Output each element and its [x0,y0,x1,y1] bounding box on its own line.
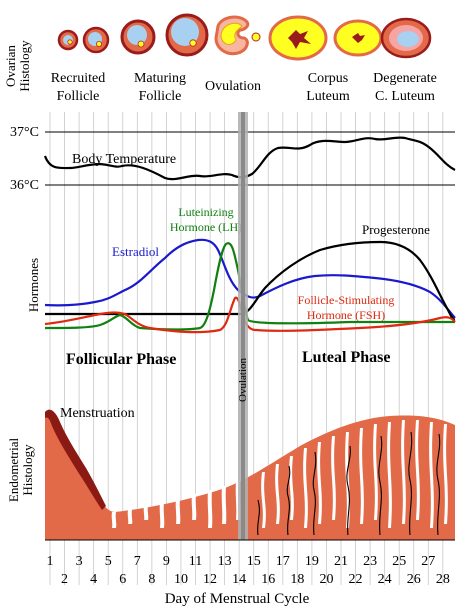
estradiol-curve [44,238,456,319]
stage-label-recruited-2: Follicle [57,89,100,104]
day-label-even: 16 [261,572,275,587]
endometrial-gland [175,498,181,524]
menstruation-label: Menstruation [60,406,135,421]
tick-37c: 37°C [10,125,39,140]
day-label-odd: 17 [276,554,290,569]
endometrial-gland [111,512,117,528]
day-label-even: 2 [61,572,68,587]
endometrial-gland [261,472,266,528]
day-label-even: 20 [319,572,333,587]
menstrual-shedding-edge [45,409,106,510]
endometrial-histology-panel: Endometrial Histology Menstruation [6,406,455,540]
day-label-odd: 7 [134,554,141,569]
stage-label-corpus-1: Corpus [308,71,348,86]
endometrial-gland [443,424,448,524]
day-label-odd: 21 [334,554,348,569]
day-label-odd: 11 [189,554,202,569]
day-label-odd: 25 [392,554,406,569]
stage-label-ovulation: Ovulation [205,79,261,94]
endometrial-glands [111,420,448,528]
endometrial-gland [331,436,336,520]
progesterone-label: Progesterone [362,222,430,237]
lh-label-line1: Luteinizing [178,205,233,219]
degenerate-corpus-luteum-image [380,17,432,59]
day-label-even: 8 [148,572,155,587]
day-label-even: 12 [203,572,217,587]
day-label-odd: 3 [76,554,83,569]
day-label-odd: 13 [218,554,232,569]
ovarian-axis-label-1: Ovarian [3,45,18,87]
day-tick-labels: 1 3 5 7 9 11 13 15 17 19 21 23 25 272 4 6 8 10 12 14 16 18 20 2… [47,554,450,587]
endometrial-axis-label-2: Histology [20,444,35,496]
day-label-odd: 23 [363,554,377,569]
ovulation-vertical-label: Ovulation [237,358,249,402]
day-label-even: 6 [119,572,126,587]
endometrial-gland [207,490,213,528]
ovarian-histology-panel: Ovarian Histology [3,13,437,104]
recruited-follicle-image [57,26,110,54]
endometrium-tissue [45,413,455,540]
endometrial-gland [221,486,227,524]
luteal-phase-label: Luteal Phase [302,349,390,366]
day-label-even: 4 [90,572,97,587]
ovulation-marker: Ovulation [237,112,249,540]
lh-label-line2: Hormone (LH) [170,220,242,234]
day-label-even: 26 [407,572,421,587]
maturing-follicle-image [120,13,209,57]
stage-label-corpus-2: Luteum [306,89,350,104]
x-axis-title: Day of Menstrual Cycle [165,591,310,607]
tick-36c: 36°C [10,178,39,193]
stage-label-recruited-1: Recruited [51,71,105,86]
day-label-even: 24 [378,572,392,587]
x-axis: 1 3 5 7 9 11 13 15 17 19 21 23 25 272 4 6 8 10 12 14 16 18 20 2… [45,539,455,607]
endometrial-gland [289,456,294,520]
day-label-odd: 9 [163,554,170,569]
hormones-axis-label: Hormones [26,258,41,312]
endometrial-gland [143,506,149,520]
day-label-even: 14 [232,572,246,587]
follicular-phase-label: Follicular Phase [66,351,176,368]
day-label-even: 22 [349,572,363,587]
progesterone-curve [45,240,456,322]
body-temperature-curve [43,136,456,181]
day-label-even: 10 [174,572,188,587]
endometrial-gland [429,422,434,528]
endometrial-gland [127,510,133,524]
endometrial-gland [415,420,420,520]
corpus-luteum-image [268,15,383,61]
endometrial-gland [303,448,308,528]
stage-label-maturing-1: Maturing [134,71,186,86]
day-label-odd: 1 [47,554,54,569]
endometrial-axis-label-1: Endometrial [6,437,21,502]
ovulation-image [214,15,261,56]
estradiol-label: Estradiol [112,244,159,259]
fsh-label-line2: Hormone (FSH) [307,308,385,322]
temperature-panel: 37°C 36°C Body Temperature [10,125,456,193]
fsh-label-line1: Follicle-Stimulating [298,293,395,307]
day-label-odd: 27 [421,554,435,569]
endometrial-gland [373,424,378,520]
day-label-even: 18 [290,572,304,587]
stage-label-degenerate-1: Degenerate [373,71,437,86]
endometrial-gland [387,422,392,528]
endometrial-gland [359,428,364,524]
spiral-arteries [257,431,441,536]
day-label-even: 28 [436,572,450,587]
ovarian-axis-label-2: Histology [17,40,32,92]
hormones-panel: Hormones Luteinizing Hormone (LH) Estrad… [26,205,456,368]
stage-label-degenerate-2: C. Luteum [375,89,435,104]
day-label-odd: 15 [247,554,261,569]
endometrial-gland [275,464,280,524]
day-label-odd: 19 [305,554,319,569]
endometrial-gland [317,442,322,524]
endometrial-gland [401,420,406,524]
fsh-curve [44,296,456,334]
lh-curve [44,242,455,331]
endometrial-gland [159,502,165,528]
endometrial-gland [191,494,197,520]
day-label-odd: 5 [105,554,112,569]
stage-label-maturing-2: Follicle [139,89,182,104]
